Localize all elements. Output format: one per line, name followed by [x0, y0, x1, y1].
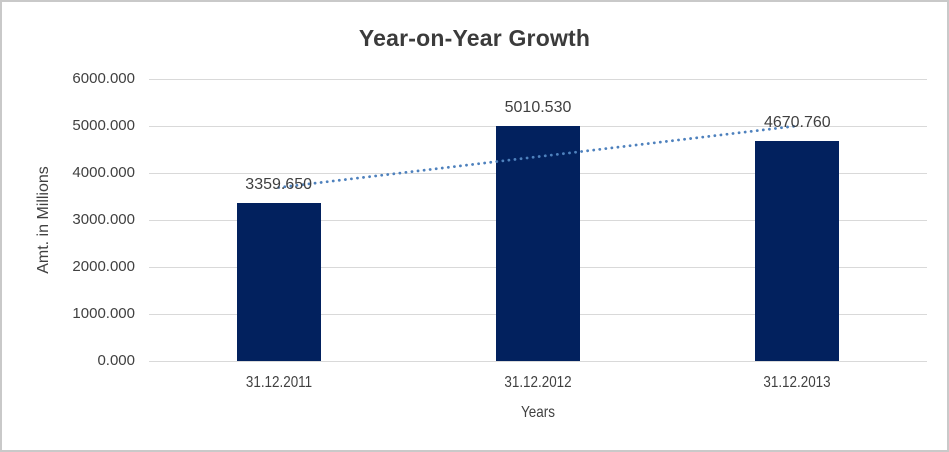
x-axis-title: Years: [521, 404, 555, 421]
bar-data-label: 3359.650: [245, 176, 313, 194]
y-axis-tick-label: 2000.000: [72, 258, 135, 275]
x-axis-category-label: 31.12.2012: [504, 374, 572, 391]
x-axis-category-label: 31.12.2011: [245, 374, 312, 391]
y-axis-tick-label: 1000.000: [72, 305, 135, 322]
chart-title: Year-on-Year Growth: [358, 25, 591, 51]
bar-data-label: 5010.530: [504, 98, 572, 116]
bar: [236, 203, 321, 361]
y-axis-tick-label: 4000.000: [72, 164, 135, 181]
bar: [755, 141, 840, 361]
x-axis-category-label: 31.12.2013: [763, 374, 831, 391]
bar-data-label: 4670.760: [763, 114, 831, 132]
y-axis-tick-label: 5000.000: [72, 117, 135, 134]
y-axis-tick-label: 0.000: [97, 352, 135, 369]
gridline: [149, 79, 927, 80]
y-axis-tick-label: 6000.000: [72, 70, 135, 87]
x-axis-line: [149, 361, 927, 362]
bar: [496, 125, 580, 361]
y-axis-tick-label: 3000.000: [72, 211, 135, 228]
